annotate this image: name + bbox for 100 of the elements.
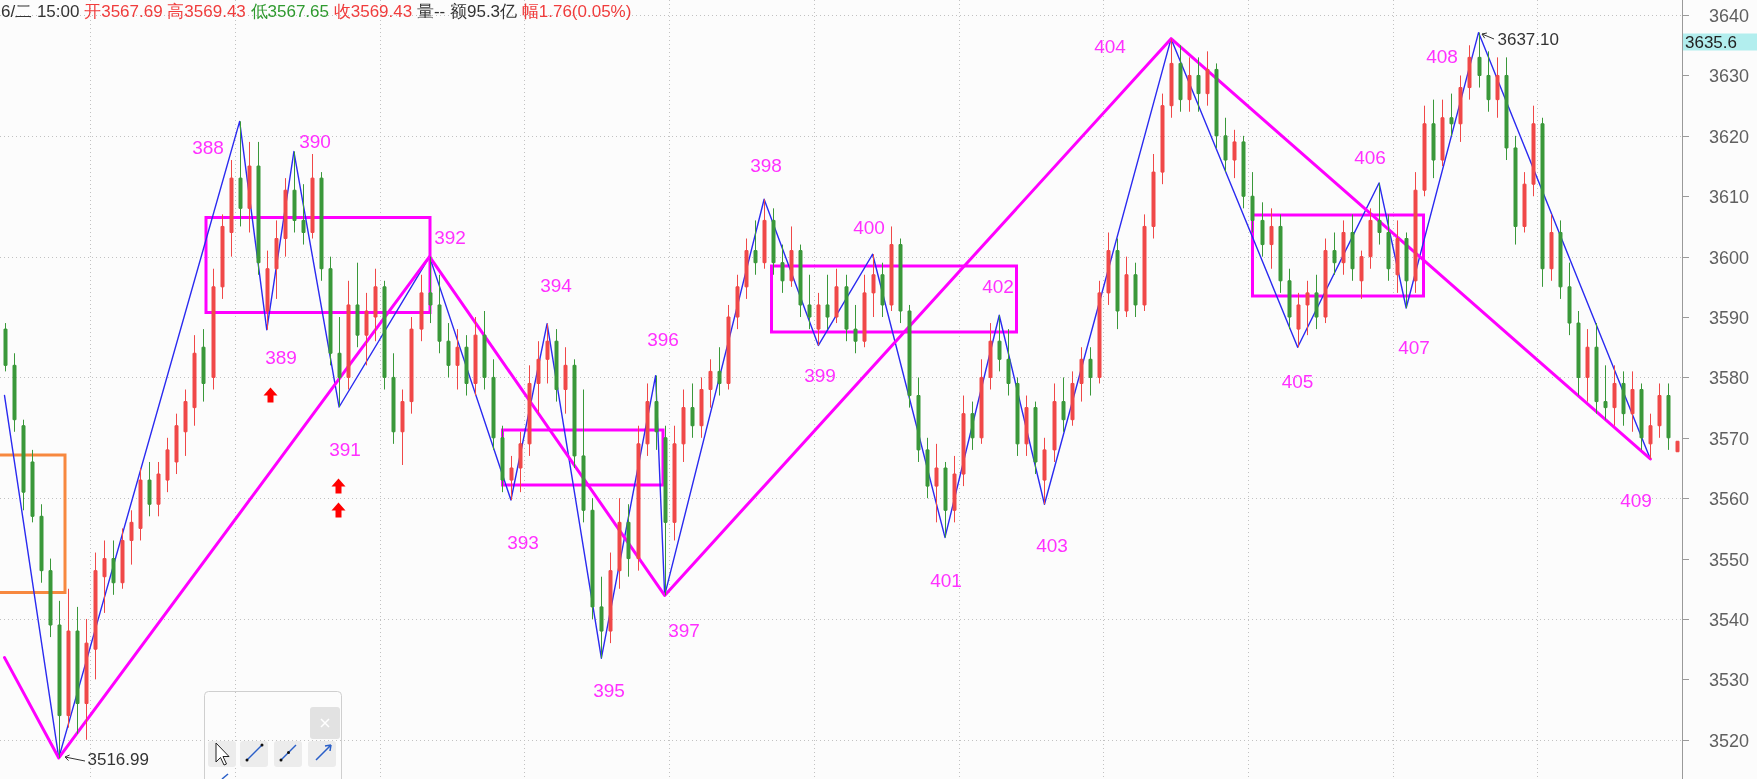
candlestick	[1223, 117, 1228, 173]
candlestick	[3, 322, 8, 372]
candlestick	[925, 437, 930, 499]
candlestick	[554, 328, 559, 403]
annotation: 407	[1398, 337, 1430, 358]
y-tick-label: 3640	[1708, 5, 1749, 26]
candlestick	[1666, 382, 1671, 451]
candlestick	[1576, 310, 1581, 397]
candlestick	[355, 262, 360, 348]
candlestick	[717, 346, 722, 397]
annotation: 409	[1620, 489, 1652, 511]
candlestick	[844, 274, 849, 342]
annotation: 3516.99	[87, 749, 149, 769]
candlestick	[636, 425, 641, 572]
candlestick	[66, 588, 71, 729]
annotation: 403	[1036, 534, 1068, 556]
annotation: 391	[329, 438, 361, 460]
candlestick	[1278, 213, 1283, 294]
candlestick	[120, 527, 125, 590]
candlestick	[681, 389, 686, 463]
y-tick-label: 3560	[1708, 488, 1749, 509]
candlestick	[1205, 50, 1210, 107]
y-tick-label: 3570	[1708, 428, 1749, 449]
candlestick	[1305, 280, 1310, 336]
candlestick	[572, 358, 577, 469]
candlestick	[337, 316, 342, 408]
candlestick	[1052, 382, 1057, 463]
candlestick	[880, 262, 885, 318]
candlestick	[1422, 105, 1427, 197]
candlestick	[1042, 437, 1047, 505]
candlestick	[608, 552, 613, 644]
candlestick	[1124, 256, 1129, 318]
candlestick	[201, 328, 206, 403]
candlestick	[1006, 328, 1011, 397]
candlestick	[364, 292, 369, 366]
candlestick	[1648, 413, 1653, 460]
candlestick	[798, 244, 803, 318]
candlestick	[617, 497, 622, 590]
candlestick	[1612, 364, 1617, 427]
candlestick	[256, 141, 261, 276]
candlestick	[464, 334, 469, 397]
candlestick	[590, 497, 595, 620]
candlestick	[238, 120, 243, 227]
candlestick	[708, 358, 713, 409]
candlestick	[192, 334, 197, 427]
candlestick	[654, 375, 659, 451]
candlestick	[1033, 401, 1038, 475]
y-tick-label: 3520	[1708, 730, 1749, 751]
annotation: 405	[1281, 370, 1314, 392]
candlestick	[473, 316, 478, 397]
candlestick	[1639, 382, 1644, 451]
candlestick	[75, 606, 80, 735]
candlestick	[916, 376, 921, 463]
annotation: 401	[930, 569, 962, 591]
annotation: 400	[853, 217, 885, 238]
candlestick	[825, 274, 830, 330]
candlestick	[645, 382, 650, 457]
candlestick	[563, 346, 568, 415]
candlestick	[599, 576, 604, 659]
chart-title: 6/二 15:00 开3567.69 高3569.43 低3567.65 收3569.43 量-- 额95.3亿 幅1.76(0.05%)	[1, 2, 632, 21]
candlestick	[1377, 182, 1382, 246]
candlestick	[1567, 262, 1572, 336]
candlestick	[1513, 135, 1518, 246]
annotation: 408	[1426, 46, 1458, 67]
candlestick	[1115, 238, 1120, 330]
candlestick	[292, 151, 297, 233]
candlestick	[1024, 395, 1029, 457]
candlestick	[1323, 238, 1328, 324]
candlestick	[1187, 56, 1192, 113]
candlestick	[1657, 382, 1662, 439]
candlestick	[898, 238, 903, 324]
annotation: 390	[299, 131, 331, 152]
candlestick	[1061, 376, 1066, 433]
candlestick	[1160, 93, 1165, 185]
candlestick	[789, 225, 794, 288]
candlestick	[328, 256, 333, 366]
candlestick	[807, 274, 812, 330]
candlestick	[310, 153, 315, 240]
candlestick	[581, 389, 586, 523]
candlestick	[482, 310, 487, 390]
candlestick	[437, 274, 442, 354]
y-tick-label: 3600	[1708, 247, 1749, 268]
candlestick	[1495, 56, 1500, 119]
candlestick	[672, 425, 677, 541]
candlestick	[545, 323, 550, 384]
candlestick	[816, 292, 821, 346]
candlestick	[834, 268, 839, 324]
candlestick	[853, 304, 858, 354]
annotation: 404	[1094, 35, 1127, 57]
candlestick	[1287, 268, 1292, 330]
candlestick	[247, 141, 252, 233]
annotation: 397	[668, 619, 700, 641]
candlestick	[1350, 213, 1355, 282]
annotation: 393	[507, 532, 539, 553]
candlestick	[165, 437, 170, 493]
candlestick	[346, 280, 351, 390]
candlestick	[1214, 62, 1219, 149]
candlestick	[174, 413, 179, 475]
candlestick	[753, 219, 758, 276]
candlestick	[1133, 262, 1138, 318]
